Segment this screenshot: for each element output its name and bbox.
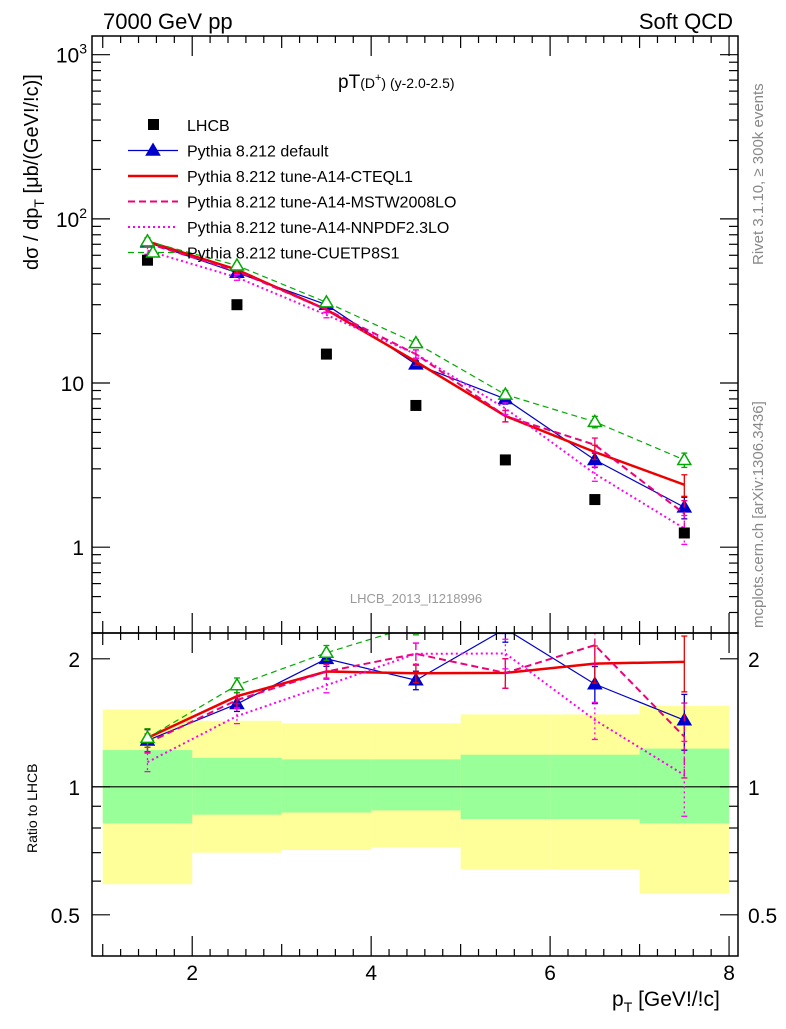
- side-label-bottom: mcplots.cern.ch [arXiv:1306.3436]: [750, 401, 767, 628]
- data-point: [231, 299, 243, 311]
- ratio-axis-label: Ratio to LHCB: [24, 764, 40, 853]
- series-4-ratio-point: [588, 579, 601, 590]
- y-axis-label: dσ / dpT [μb/(GeV!/!c)]: [21, 74, 47, 270]
- legend-label-4: Pythia 8.212 tune-CUETP8S1: [187, 246, 400, 263]
- series-2-ratio-line: [147, 643, 686, 744]
- y-tick-label: 103: [56, 41, 87, 68]
- legend-label-data: LHCB: [187, 118, 230, 135]
- series-4-point: [497, 386, 514, 400]
- series-3-line: [147, 249, 685, 530]
- series-4-ratio-point: [229, 677, 245, 691]
- legend-label-1: Pythia 8.212 tune-A14-CTEQL1: [187, 169, 413, 186]
- series-4-point: [318, 294, 335, 308]
- plot-title: pT(D+) (y-2.0-2.5): [338, 72, 455, 93]
- ratio-tick-label-left: 2: [68, 649, 80, 672]
- legend-marker-4: [145, 244, 161, 258]
- ratio-tick-label-right: 0.5: [748, 905, 777, 928]
- series-4-ratio-point: [678, 591, 691, 602]
- ratio-tick-label-left: 1: [68, 777, 80, 800]
- series-4-ratio-point: [409, 619, 422, 630]
- series-4-point: [676, 451, 693, 466]
- series-4-point: [408, 335, 424, 349]
- series-0-ratio-point: [497, 633, 514, 635]
- series-2-line: [147, 242, 685, 515]
- data-point: [320, 348, 332, 360]
- x-tick-label: 6: [544, 962, 556, 985]
- series-4-point: [229, 257, 245, 271]
- data-point: [678, 527, 690, 539]
- x-tick-label: 2: [186, 962, 198, 985]
- analysis-watermark: LHCB_2013_I1218996: [350, 591, 482, 606]
- data-point: [410, 399, 422, 411]
- series-4-ratio-point: [499, 611, 512, 622]
- band-inner-2: [281, 759, 372, 813]
- series-0-line: [147, 241, 685, 508]
- data-uncertainty-bands: [92, 705, 738, 894]
- ratio-tick-label-left: 0.5: [51, 905, 80, 928]
- upper-plot-marks: [139, 233, 693, 546]
- legend-marker-data: [148, 119, 159, 130]
- series-4-point: [587, 413, 603, 428]
- header-left: 7000 GeV pp: [103, 9, 233, 34]
- data-point: [589, 494, 601, 506]
- band-inner-3: [371, 759, 461, 811]
- y-tick-label: 1: [72, 537, 84, 560]
- ratio-tick-label-right: 1: [748, 777, 760, 800]
- header-right: Soft QCD: [639, 9, 733, 34]
- ratio-tick-label-right: 2: [748, 649, 760, 672]
- ratio-plot-frame: [91, 632, 739, 957]
- y-tick-label: 10: [61, 373, 84, 396]
- x-tick-label: 4: [365, 962, 377, 985]
- series-4-point: [139, 233, 156, 247]
- legend-marker-0: [145, 142, 161, 156]
- y-tick-label: 102: [56, 205, 87, 232]
- legend: LHCB Pythia 8.212 default Pythia 8.212 tun…: [128, 118, 456, 263]
- series-4-ratio-point: [139, 729, 156, 744]
- x-axis-label: pT [GeV!/!c]: [612, 988, 720, 1015]
- data-point: [499, 454, 511, 466]
- series-4-ratio-point: [318, 644, 335, 659]
- legend-label-0: Pythia 8.212 default: [187, 144, 329, 161]
- data-point: [141, 254, 153, 266]
- legend-label-2: Pythia 8.212 tune-A14-MSTW2008LO: [187, 195, 456, 212]
- legend-label-3: Pythia 8.212 tune-A14-NNPDF2.3LO: [187, 220, 449, 237]
- x-tick-label: 8: [723, 962, 735, 985]
- side-label-top: Rivet 3.1.10, ≥ 300k events: [750, 83, 767, 265]
